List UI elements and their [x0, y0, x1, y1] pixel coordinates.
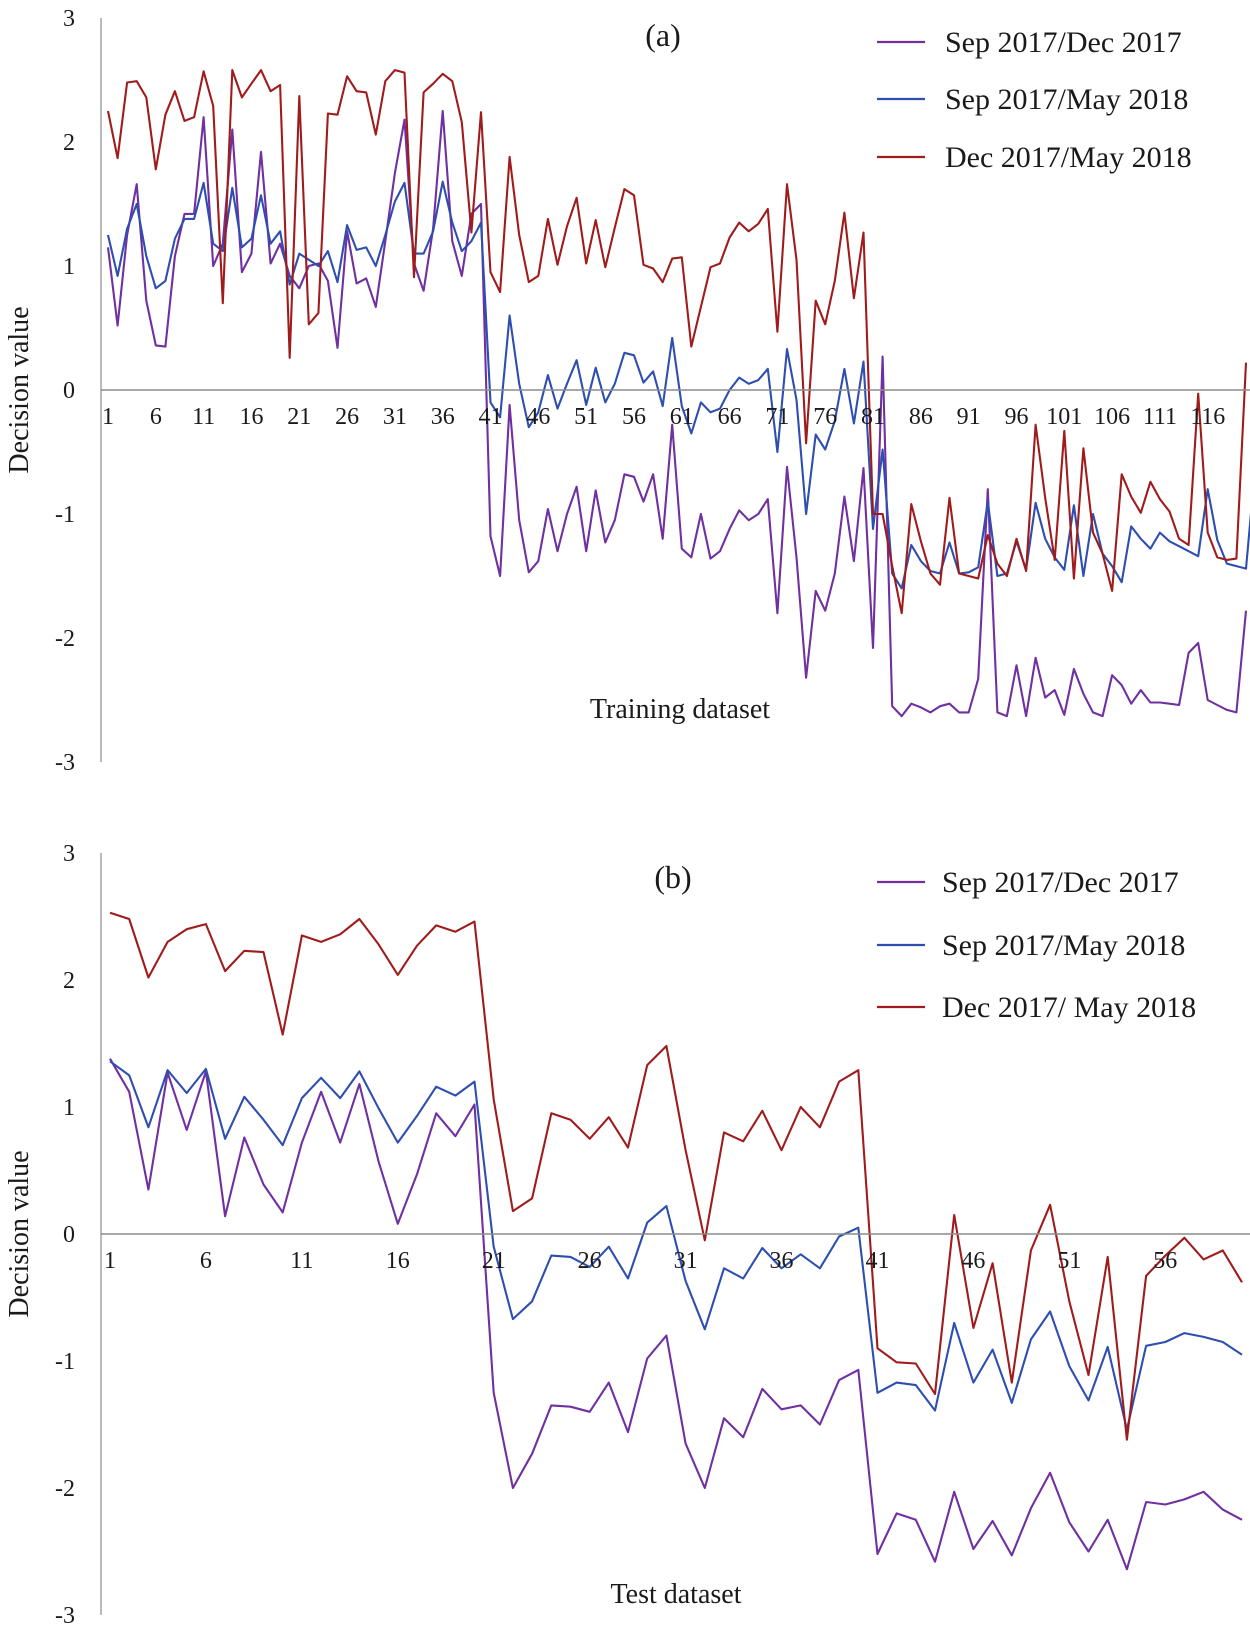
x-tick-label: 116: [1190, 404, 1225, 430]
y-tick-label: -1: [55, 502, 75, 528]
x-tick-label: 26: [578, 1248, 602, 1274]
x-tick-label: 96: [1004, 404, 1028, 430]
x-tick-label: 6: [200, 1248, 212, 1274]
y-axis-title: Decision value: [4, 306, 35, 473]
series-line-2: [106, 180, 1250, 590]
series-line-1: [109, 1058, 1243, 1571]
y-tick-label: -3: [55, 1603, 75, 1628]
x-tick-label: 101: [1046, 404, 1082, 430]
x-tick-label: 46: [961, 1248, 985, 1274]
x-tick-label: 81: [861, 404, 885, 430]
y-tick-label: -1: [55, 1349, 75, 1375]
x-tick-label: 66: [718, 404, 742, 430]
y-tick-label: 2: [63, 130, 75, 156]
x-tick-label: 31: [674, 1248, 698, 1274]
x-tick-label: 11: [192, 404, 215, 430]
legend-label-1: Sep 2017/Dec 2017: [942, 866, 1179, 899]
x-tick-label: 41: [479, 404, 503, 430]
legend-label-1: Sep 2017/Dec 2017: [945, 26, 1182, 59]
x-tick-label: 1: [104, 1248, 116, 1274]
legend-label-3: Dec 2017/ May 2018: [942, 991, 1196, 1024]
y-tick-label: 3: [63, 841, 75, 867]
x-tick-label: 111: [1143, 404, 1177, 430]
legend-label-2: Sep 2017/May 2018: [942, 929, 1185, 962]
legend-label-3: Dec 2017/May 2018: [945, 141, 1192, 174]
panel-label: (b): [654, 859, 691, 895]
x-tick-label: 41: [865, 1248, 889, 1274]
y-tick-label: 3: [63, 6, 75, 32]
series-line-3: [109, 911, 1243, 1441]
x-tick-label: 51: [574, 404, 598, 430]
x-tick-label: 16: [386, 1248, 410, 1274]
x-tick-label: 36: [431, 404, 455, 430]
series-line-3: [106, 69, 1248, 615]
x-tick-label: 56: [1153, 1248, 1177, 1274]
x-tick-label: 61: [670, 404, 694, 430]
y-tick-label: 0: [63, 1222, 75, 1248]
x-tick-label: 21: [287, 404, 311, 430]
y-tick-label: 1: [63, 254, 75, 280]
series-line-1: [106, 109, 1248, 718]
x-tick-label: 31: [383, 404, 407, 430]
x-axis-title: Training dataset: [590, 694, 770, 725]
x-tick-label: 56: [622, 404, 646, 430]
x-tick-label: 1: [102, 404, 114, 430]
y-tick-label: 2: [63, 968, 75, 994]
y-axis-title: Decision value: [4, 1150, 35, 1317]
y-tick-label: -2: [55, 626, 75, 652]
x-tick-label: 51: [1057, 1248, 1081, 1274]
y-tick-label: 1: [63, 1095, 75, 1121]
y-tick-label: 0: [63, 378, 75, 404]
x-tick-label: 16: [239, 404, 263, 430]
x-tick-label: 91: [957, 404, 981, 430]
series-line-2: [109, 1060, 1243, 1431]
panel-label: (a): [645, 17, 681, 53]
x-tick-label: 46: [526, 404, 550, 430]
x-tick-label: 106: [1094, 404, 1130, 430]
x-tick-label: 6: [150, 404, 162, 430]
y-tick-label: -2: [55, 1476, 75, 1502]
x-tick-label: 36: [770, 1248, 794, 1274]
x-tick-label: 11: [290, 1248, 313, 1274]
x-axis-title: Test dataset: [611, 1579, 742, 1610]
y-tick-label: -3: [55, 750, 75, 776]
legend-label-2: Sep 2017/May 2018: [945, 83, 1188, 116]
x-tick-label: 86: [909, 404, 933, 430]
x-tick-label: 76: [813, 404, 837, 430]
x-tick-label: 26: [335, 404, 359, 430]
x-tick-label: 21: [482, 1248, 506, 1274]
x-tick-label: 71: [765, 404, 789, 430]
